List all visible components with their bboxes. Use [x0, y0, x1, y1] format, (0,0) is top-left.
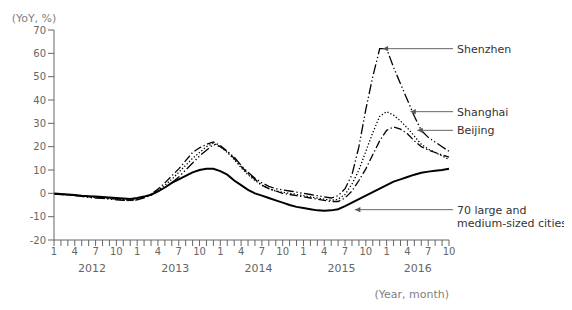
svg-text:20: 20 — [33, 141, 46, 152]
svg-text:4: 4 — [155, 246, 161, 257]
svg-text:7: 7 — [425, 246, 431, 257]
svg-text:1: 1 — [51, 246, 57, 257]
svg-text:7: 7 — [92, 246, 98, 257]
svg-text:2015: 2015 — [328, 262, 356, 275]
svg-text:Shenzhen: Shenzhen — [457, 43, 511, 56]
svg-text:2013: 2013 — [161, 262, 189, 275]
svg-text:2016: 2016 — [404, 262, 432, 275]
svg-text:4: 4 — [321, 246, 327, 257]
svg-text:60: 60 — [33, 48, 46, 59]
svg-text:10: 10 — [110, 246, 123, 257]
svg-text:1: 1 — [134, 246, 140, 257]
svg-text:0: 0 — [40, 188, 46, 199]
svg-text:-20: -20 — [30, 235, 46, 246]
svg-text:7: 7 — [259, 246, 265, 257]
svg-text:30: 30 — [33, 118, 46, 129]
svg-text:1: 1 — [217, 246, 223, 257]
svg-text:40: 40 — [33, 95, 46, 106]
svg-text:10: 10 — [443, 246, 456, 257]
svg-text:7: 7 — [176, 246, 182, 257]
svg-text:4: 4 — [404, 246, 410, 257]
svg-text:1: 1 — [383, 246, 389, 257]
svg-text:2012: 2012 — [78, 262, 106, 275]
svg-text:10: 10 — [193, 246, 206, 257]
svg-text:-10: -10 — [30, 211, 46, 222]
svg-text:Shanghai: Shanghai — [457, 106, 508, 119]
svg-text:10: 10 — [276, 246, 289, 257]
svg-text:10: 10 — [359, 246, 372, 257]
svg-text:50: 50 — [33, 71, 46, 82]
svg-text:4: 4 — [238, 246, 244, 257]
svg-text:70: 70 — [33, 25, 46, 36]
svg-text:Beijing: Beijing — [457, 124, 494, 137]
svg-text:70 large andmedium-sized citie: 70 large andmedium-sized cities — [457, 204, 564, 230]
svg-text:(Year, month): (Year, month) — [374, 288, 449, 301]
svg-text:10: 10 — [33, 165, 46, 176]
svg-text:1: 1 — [300, 246, 306, 257]
svg-text:(YoY, %): (YoY, %) — [12, 12, 57, 25]
svg-text:2014: 2014 — [244, 262, 272, 275]
svg-text:7: 7 — [342, 246, 348, 257]
svg-text:4: 4 — [72, 246, 78, 257]
